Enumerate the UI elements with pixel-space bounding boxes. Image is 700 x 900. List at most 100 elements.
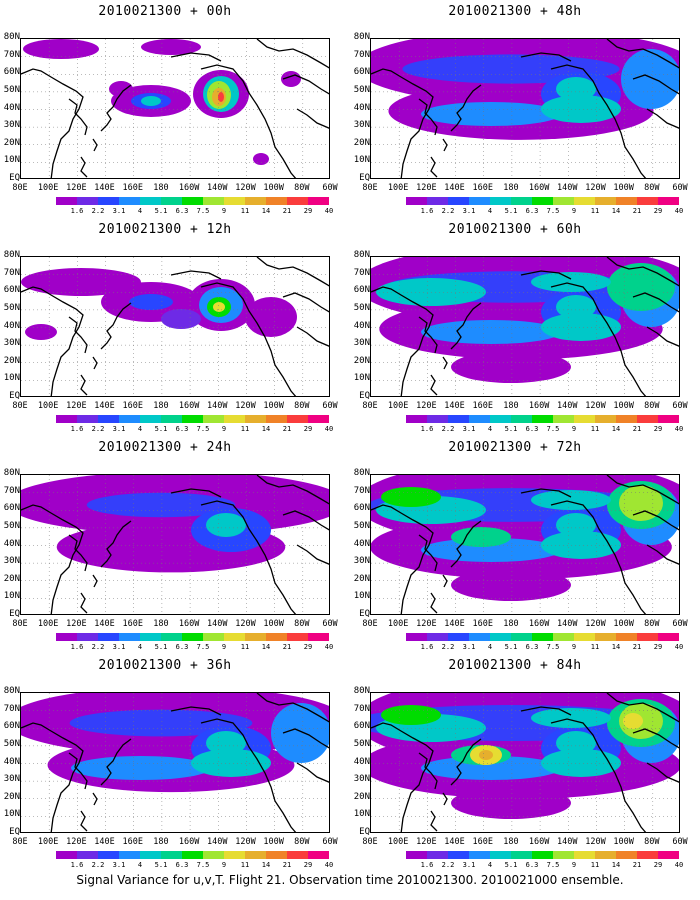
colorbar-swatch (182, 197, 203, 205)
lon-tick-label: 80W (294, 401, 310, 411)
lon-tick-label: 140E (444, 619, 465, 629)
colorbar-tick-label: 4 (137, 643, 143, 651)
colorbar-tick-label: 3.1 (112, 643, 126, 651)
coastlines (371, 39, 679, 178)
colorbar-tick-label: 21 (632, 425, 642, 433)
colorbar-tick-label: 6.3 (175, 861, 189, 869)
colorbar-tick-label: 4 (487, 643, 493, 651)
colorbar-tick-label: 11 (590, 207, 600, 215)
lon-tick-label: 120E (66, 401, 87, 411)
colorbar-labels: 1.6 2.2 3.1 4 5.1 6.3 7.5 9 11 14 21 29 40 (56, 425, 334, 435)
colorbar-swatch (182, 415, 203, 423)
lat-tick-label: 70N (3, 485, 20, 496)
lon-tick-label: 180 (153, 183, 169, 193)
lon-tick-label: 100W (263, 183, 284, 193)
colorbar-swatch (161, 197, 182, 205)
lat-tick-label: 60N (3, 285, 20, 296)
lon-tick-label: 100E (387, 837, 409, 847)
lon-tick-label: 140W (557, 619, 578, 629)
colorbar-tick-label: 7.5 (196, 643, 210, 651)
colorbar-tick-label: 40 (674, 425, 684, 433)
colorbar-swatch (658, 851, 679, 859)
colorbar-swatch (532, 197, 553, 205)
colorbar-tick-label: 5.1 (154, 207, 168, 215)
lat-tick-label: 40N (3, 320, 20, 331)
lat-tick-label: 50N (353, 738, 370, 749)
lon-tick-label: 100W (613, 401, 634, 411)
lat-tick-label: 80N (353, 686, 370, 696)
lon-tick-label: 60W (672, 619, 688, 629)
lon-tick-label: 80E (362, 183, 378, 193)
lon-tick-label: 100W (613, 837, 634, 847)
lat-tick-label: EQ (9, 173, 20, 183)
lon-tick-label: 160E (472, 619, 493, 629)
lat-tick-label: 20N (353, 791, 370, 802)
lon-tick-label: 180 (503, 183, 519, 193)
colorbar-swatch (511, 851, 532, 859)
colorbar-swatch (511, 415, 532, 423)
colorbar-swatch (406, 415, 427, 423)
lon-tick-label: 180 (503, 401, 519, 411)
colorbar (56, 197, 329, 205)
colorbar-tick-label: 9 (571, 207, 577, 215)
colorbar-tick-label: 11 (240, 425, 250, 433)
lat-tick-label: 40N (3, 102, 20, 113)
lat-tick-label: 10N (353, 155, 370, 166)
colorbar-tick-label: 2.2 (91, 861, 105, 869)
colorbar-tick-label: 14 (261, 425, 271, 433)
lon-tick-label: 160E (122, 401, 143, 411)
variance-field (23, 39, 301, 165)
colorbar-swatch (308, 633, 329, 641)
colorbar-swatch (595, 197, 616, 205)
lat-tick-label: 20N (353, 137, 370, 148)
lon-tick-label: 160E (122, 837, 143, 847)
colorbar-tick-label: 14 (611, 643, 621, 651)
lat-tick-label: 40N (3, 756, 20, 767)
lat-tick-label: 60N (353, 285, 370, 296)
colorbar-swatch (448, 197, 469, 205)
lat-tick-label: 40N (353, 756, 370, 767)
lat-tick-label: 50N (353, 302, 370, 313)
lat-tick-label: 30N (3, 338, 20, 349)
colorbar-tick-label: 6.3 (525, 425, 539, 433)
colorbar-swatch (406, 633, 427, 641)
colorbar-tick-label: 14 (611, 425, 621, 433)
lat-tick-label: 40N (353, 538, 370, 549)
colorbar-swatch (616, 197, 637, 205)
colorbar-tick-label: 6.3 (525, 861, 539, 869)
lat-tick-label: 60N (353, 503, 370, 514)
colorbar-swatch (245, 633, 266, 641)
lon-tick-label: 120E (416, 837, 437, 847)
lon-tick-label: 100E (37, 619, 59, 629)
map-area (20, 474, 330, 615)
lat-tick-label: 70N (353, 703, 370, 714)
lon-tick-label: 140E (444, 837, 465, 847)
colorbar-labels: 1.6 2.2 3.1 4 5.1 6.3 7.5 9 11 14 21 29 40 (406, 425, 684, 435)
lon-tick-label: 120E (416, 619, 437, 629)
colorbar-swatch (427, 633, 448, 641)
colorbar (56, 633, 329, 641)
colorbar-tick-label: 7.5 (546, 643, 560, 651)
colorbar (406, 415, 679, 423)
colorbar-swatch (490, 197, 511, 205)
lon-tick-label: 80W (644, 401, 660, 411)
lon-tick-label: 60W (322, 619, 338, 629)
lat-tick-label: 70N (353, 267, 370, 278)
lon-tick-label: 140W (557, 837, 578, 847)
colorbar-swatch (637, 415, 658, 423)
colorbar-swatch (287, 197, 308, 205)
colorbar-swatch (203, 633, 224, 641)
colorbar-swatch (56, 415, 77, 423)
colorbar-tick-label: 14 (261, 643, 271, 651)
colorbar-tick-label: 6.3 (175, 207, 189, 215)
colorbar-tick-label: 14 (611, 861, 621, 869)
colorbar-tick-label: 29 (653, 643, 663, 651)
lon-tick-label: 140W (207, 619, 228, 629)
lon-tick-label: 120E (66, 619, 87, 629)
lat-tick-label: 30N (3, 556, 20, 567)
lat-tick-label: 50N (353, 520, 370, 531)
colorbar-tick-label: 21 (632, 643, 642, 651)
colorbar-labels: 1.6 2.2 3.1 4 5.1 6.3 7.5 9 11 14 21 29 40 (56, 861, 334, 871)
colorbar-labels: 1.6 2.2 3.1 4 5.1 6.3 7.5 9 11 14 21 29 40 (406, 643, 684, 653)
lon-tick-label: 100W (613, 183, 634, 193)
